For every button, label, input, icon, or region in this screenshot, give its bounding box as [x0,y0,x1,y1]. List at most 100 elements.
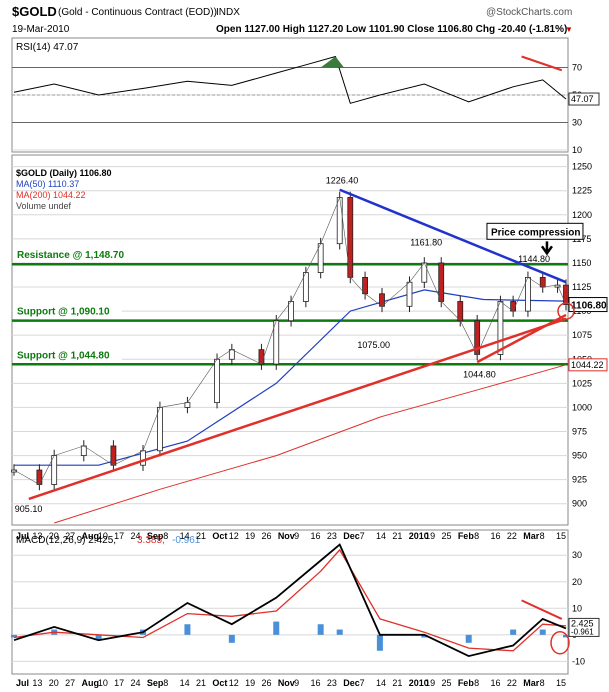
price-candle-body [525,276,531,312]
x-tick-label-macd: 8 [540,678,545,688]
x-tick-label-price: 7 [360,531,365,541]
price-candle-body [457,301,464,322]
macd-histogram-bar [563,634,569,638]
price-path [13,196,567,485]
x-tick-label-macd: Dec [343,678,360,688]
price-compression-label: Price compression [491,227,580,238]
price-tick-label: 950 [572,451,587,461]
x-tick-label-price: 19 [425,531,435,541]
x-tick-label-price: Nov [278,531,295,541]
price-panel [11,154,569,526]
x-tick-label-macd: 23 [327,678,337,688]
x-tick-label-macd: 14 [180,678,190,688]
x-tick-label-price: 26 [261,531,271,541]
brand-watermark: @StockCharts.com [486,7,572,18]
x-tick-label-macd: 10 [98,678,108,688]
price-chart: 1250122512001175115011251100107510501025… [11,162,608,524]
last-price-frame [568,297,608,313]
x-tick-label-macd: 7 [360,678,365,688]
price-candle-body [288,301,294,322]
x-tick-label-macd: 22 [507,678,517,688]
price-tick-label: 1075 [572,330,592,340]
macd-legend-hist: -0.961 [172,535,201,546]
rsi-last-value: 47.07 [571,94,594,104]
x-tick-label-price: Aug [81,531,99,541]
macd-histogram-bar [539,629,546,635]
down-arrow-icon [540,241,553,256]
x-tick-label-macd: Jul [16,678,29,688]
x-tick-label-price: Dec [343,531,360,541]
x-tick-label-price: 27 [65,531,75,541]
macd-legend-signal: 3.385, [137,535,165,546]
rsi-line [13,55,567,104]
rsi-tick-label: 30 [572,118,582,128]
x-tick-label-price: 16 [311,531,321,541]
x-tick-label-price: 17 [114,531,124,541]
trendline-red [476,313,567,364]
price-tick-label: 1225 [572,186,592,196]
x-tick-label-macd: 17 [114,678,124,688]
rsi-tick-label: 10 [572,145,582,155]
price-candle-body [421,262,428,283]
trendline-blue [339,188,567,284]
price-candle-body [110,445,117,466]
macd-last-value: 2.425 [571,618,594,628]
trendline-red [28,317,567,501]
x-tick-label-price: 14 [376,531,386,541]
x-tick-label-price: 12 [229,531,239,541]
x-tick-label-price: 23 [327,531,337,541]
x-tick-label-macd: 16 [311,678,321,688]
macd-histogram-bar [228,634,235,643]
x-tick-label-macd: 21 [392,678,402,688]
x-tick-label-macd: 13 [32,678,42,688]
x-tick-label-price: 8 [474,531,479,541]
price-candle-body [438,262,445,302]
rsi-last-value-box: 47.07 [568,92,600,106]
x-tick-label-price: 10 [98,531,108,541]
x-tick-label-price: 25 [441,531,451,541]
price-legend-item: $GOLD (Daily) 1106.80 [16,168,112,178]
macd-histogram-bar [336,629,343,635]
ohlc-readout: Open 1127.00 High 1127.20 Low 1101.90 Cl… [216,24,567,35]
x-tick-label-macd: 21 [196,678,206,688]
x-tick-label-price: 19 [245,531,255,541]
rsi-legend: RSI(14) 47.07 [16,42,79,53]
x-tick-label-price: 24 [131,531,141,541]
x-tick-label-macd: 20 [49,678,59,688]
rsi-divergence-line [521,55,563,72]
price-compression-box [486,222,584,240]
price-candle-body [563,284,569,305]
macd-highlight-circle [550,631,570,655]
x-tick-label-macd: Aug [81,678,99,688]
x-tick-label-macd: 27 [65,678,75,688]
symbol-description: (Gold - Continuous Contract (EOD)) [58,7,217,18]
price-legend-item: MA(200) 1044.22 [16,190,86,200]
x-tick-label-macd: Nov [278,678,295,688]
macd-hist-last-value: -0.961 [571,627,594,636]
price-candle-body [302,272,309,302]
price-candle-body [184,402,191,408]
macd-last-value-box: 2.425-0.961 [568,617,600,637]
price-tick-label: 1000 [572,402,592,412]
x-tick-label-price: 16 [491,531,501,541]
level-label-bg [13,347,122,362]
x-tick-label-macd: 14 [376,678,386,688]
x-tick-label-price: 15 [556,531,566,541]
price-candle-body [317,243,324,273]
ma200-value-frame [568,358,608,372]
price-candle-body [214,358,220,404]
price-tick-label: 1150 [572,258,591,268]
price-tick-label: 1125 [572,282,591,292]
x-tick-label-macd: Feb [458,678,475,688]
macd-histogram-bar [273,621,280,635]
price-tick-label: 975 [572,427,587,437]
price-tick-label: 925 [572,475,587,485]
macd-histogram-bar [465,634,472,643]
price-legend-item: Volume undef [16,201,72,211]
x-tick-label-macd: 12 [229,678,239,688]
x-tick-label-macd: Oct [212,678,227,688]
x-tick-label-price: 2010 [409,531,429,541]
ma200-value: 1044.22 [571,360,604,370]
